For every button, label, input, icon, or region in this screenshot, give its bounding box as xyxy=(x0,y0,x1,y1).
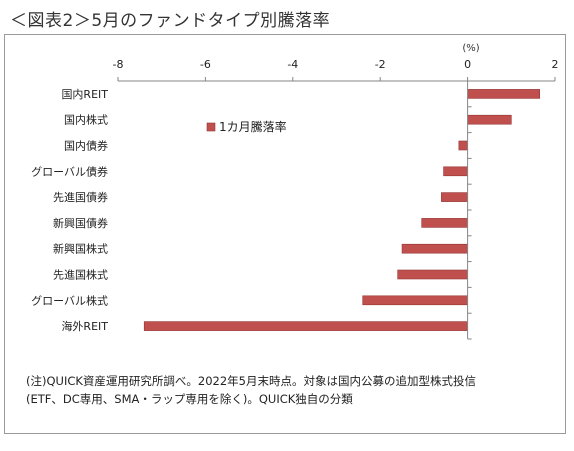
legend: 1カ月騰落率 xyxy=(206,119,287,134)
category-label: 国内株式 xyxy=(64,113,108,127)
category-label: 新興国債券 xyxy=(53,216,108,230)
category-label: 海外REIT xyxy=(61,319,108,333)
legend-label: 1カ月騰落率 xyxy=(219,119,287,134)
bar xyxy=(467,114,512,125)
footnote-line-2: (ETF、DC専用、SMA・ラップ専用を除く)。QUICK独自の分類 xyxy=(26,392,353,406)
bar xyxy=(143,321,468,331)
bar xyxy=(401,243,468,254)
bar xyxy=(443,166,468,177)
bar xyxy=(441,192,468,202)
bar-chart: (%) -8 -6 -4 -2 0 2 国内REIT 国内株式国内債券グローバル債券先進国債… xyxy=(31,43,559,340)
page-title: ＜図表2＞5月のファンドタイプ別騰落率 xyxy=(10,11,331,31)
category-label: グローバル株式 xyxy=(31,293,108,307)
x-tick-label: -8 xyxy=(113,58,124,71)
category-label: 新興国株式 xyxy=(53,242,108,256)
bar xyxy=(467,89,541,99)
x-tick-label: -6 xyxy=(200,58,211,71)
bar xyxy=(362,295,468,306)
footnote: (注)QUICK資産運用研究所調べ。2022年5月末時点。対象は国内公募の追加型… xyxy=(26,372,476,408)
category-label: 先進国債券 xyxy=(53,190,108,204)
unit-label: (%) xyxy=(462,43,479,54)
x-tick-label: -2 xyxy=(375,58,386,71)
x-tick-label: 0 xyxy=(464,58,471,71)
x-tick-label: 2 xyxy=(552,58,559,71)
x-tick-label: -4 xyxy=(287,58,298,71)
category-label: 先進国株式 xyxy=(53,268,108,282)
bar xyxy=(397,269,468,280)
category-label: 国内債券 xyxy=(64,139,108,153)
chart-frame: (%) -8 -6 -4 -2 0 2 国内REIT 国内株式国内債券グローバル債券先進国債… xyxy=(4,34,566,434)
footnote-line-1: (注)QUICK資産運用研究所調べ。2022年5月末時点。対象は国内公募の追加型… xyxy=(26,374,476,388)
legend-swatch xyxy=(206,122,216,132)
bar xyxy=(421,218,468,228)
bar xyxy=(458,140,468,151)
category-label: 国内REIT xyxy=(61,87,108,101)
category-label: グローバル債券 xyxy=(31,164,108,178)
